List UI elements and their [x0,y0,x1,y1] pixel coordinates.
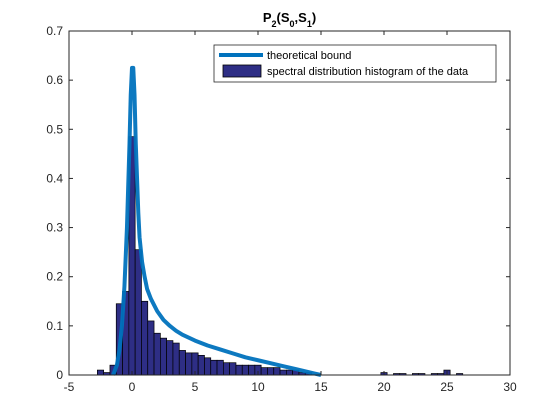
theoretical-bound-line [111,65,322,377]
histogram-bar [204,357,212,376]
legend: theoretical bound spectral distribution … [213,44,497,83]
histogram-bar [185,352,193,376]
y-tick-label: 0.3 [46,221,63,235]
histogram-bar [260,367,268,376]
histogram-bar [248,364,256,376]
y-tick-label: 0.6 [46,73,63,87]
histogram-bar [160,337,168,376]
histogram-bar [153,332,161,376]
x-tick-label: 25 [440,380,454,394]
x-tick-label: 0 [129,380,136,394]
y-tick-label: 0.2 [46,270,63,284]
histogram-bars [96,136,464,376]
histogram-bar [267,367,275,376]
histogram-bar [279,369,287,376]
histogram-bar [223,362,231,376]
chart-title: P2(S0,S1) [263,10,316,29]
x-tick-label: 20 [377,380,391,394]
legend-bar-label: spectral distribution histogram of the d… [267,66,469,78]
histogram-bar [210,359,218,376]
axes-box [68,30,511,376]
theoretical-bound-series [111,65,322,377]
histogram-bar [134,249,142,376]
y-tick-label: 0.1 [46,319,63,333]
histogram-bar [96,369,104,376]
histogram-bar [166,340,174,376]
x-tick-label: 10 [251,380,265,394]
histogram-bar [216,359,224,376]
x-tick-label: -5 [64,380,75,394]
histogram-bar [229,362,237,376]
x-tick-label: 30 [503,380,517,394]
histogram-bar [147,320,155,376]
histogram-bar [235,364,243,376]
histogram-bar [286,369,294,376]
histogram-bar [273,367,281,376]
histogram-bar [197,354,205,376]
legend-bar-swatch [222,64,262,78]
y-tick-label: 0.5 [46,122,63,136]
legend-line-label: theoretical bound [267,50,351,62]
histogram-bar [241,364,249,376]
histogram-bar [172,342,180,376]
histogram-bar [178,350,186,376]
x-tick-label: 5 [192,380,199,394]
y-tick-label: 0 [56,368,63,382]
y-tick-label: 0.7 [46,24,63,38]
x-tick-label: 15 [314,380,328,394]
y-tick-label: 0.4 [46,171,63,185]
histogram-bar [141,300,149,376]
